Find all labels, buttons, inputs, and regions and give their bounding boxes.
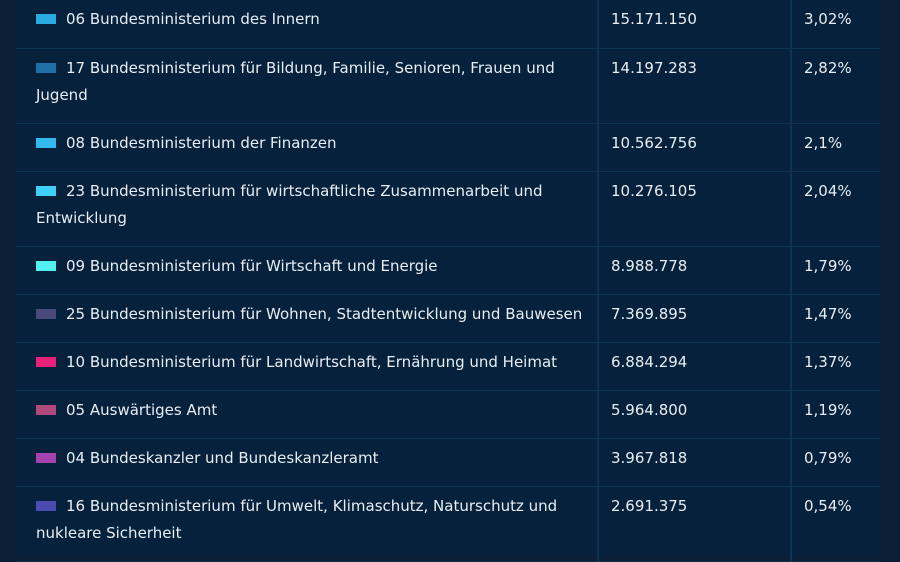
amount-cell: 10.276.105 bbox=[598, 171, 792, 247]
ministry-name: 04 Bundeskanzler und Bundeskanzleramt bbox=[66, 448, 379, 467]
ministry-name: 06 Bundesministerium des Innern bbox=[66, 10, 320, 28]
budget-table-container: 06 Bundesministerium des Innern 15.171.15… bbox=[16, 0, 880, 562]
legend-swatch bbox=[36, 500, 56, 511]
legend-swatch bbox=[36, 404, 56, 415]
table-row: 17 Bundesministerium für Bildung, Famili… bbox=[16, 48, 880, 124]
amount-cell: 7.369.895 bbox=[598, 294, 792, 343]
ministry-name: 08 Bundesministerium der Finanzen bbox=[66, 133, 337, 152]
ministry-name: 10 Bundesministerium für Landwirtschaft,… bbox=[66, 352, 558, 371]
share-cell: 2,04% bbox=[791, 171, 880, 247]
ministry-name: 17 Bundesministerium für Bildung, Famili… bbox=[36, 58, 555, 104]
table-row: 23 Bundesministerium für wirtschaftliche… bbox=[16, 171, 880, 247]
budget-table-body: 06 Bundesministerium des Innern 15.171.15… bbox=[16, 0, 880, 562]
share-cell: 1,79% bbox=[791, 246, 880, 295]
share-cell: 0,79% bbox=[791, 438, 880, 487]
ministry-name: 16 Bundesministerium für Umwelt, Klimasc… bbox=[36, 496, 558, 542]
ministry-cell: 10 Bundesministerium für Landwirtschaft,… bbox=[16, 342, 599, 391]
legend-swatch bbox=[36, 14, 56, 24]
table-row: 16 Bundesministerium für Umwelt, Klimasc… bbox=[16, 486, 880, 562]
ministry-name: 05 Auswärtiges Amt bbox=[66, 400, 218, 419]
ministry-name: 23 Bundesministerium für wirtschaftliche… bbox=[36, 181, 543, 227]
ministry-cell: 25 Bundesministerium für Wohnen, Stadten… bbox=[16, 294, 599, 343]
budget-table: 06 Bundesministerium des Innern 15.171.15… bbox=[16, 0, 880, 562]
legend-swatch bbox=[36, 308, 56, 319]
ministry-cell: 16 Bundesministerium für Umwelt, Klimasc… bbox=[16, 486, 599, 562]
share-cell: 3,02% bbox=[791, 0, 880, 49]
table-row: 06 Bundesministerium des Innern 15.171.15… bbox=[16, 0, 880, 49]
ministry-cell: 17 Bundesministerium für Bildung, Famili… bbox=[16, 48, 599, 124]
amount-cell: 15.171.150 bbox=[598, 0, 792, 49]
table-row: 10 Bundesministerium für Landwirtschaft,… bbox=[16, 342, 880, 391]
amount-cell: 10.562.756 bbox=[598, 123, 792, 172]
share-cell: 1,47% bbox=[791, 294, 880, 343]
share-cell: 1,19% bbox=[791, 390, 880, 439]
ministry-cell: 08 Bundesministerium der Finanzen bbox=[16, 123, 599, 172]
legend-swatch bbox=[36, 356, 56, 367]
table-row: 08 Bundesministerium der Finanzen 10.562.… bbox=[16, 123, 880, 172]
amount-cell: 8.988.778 bbox=[598, 246, 792, 295]
table-row: 25 Bundesministerium für Wohnen, Stadten… bbox=[16, 294, 880, 343]
amount-cell: 3.967.818 bbox=[598, 438, 792, 487]
amount-cell: 14.197.283 bbox=[598, 48, 792, 124]
ministry-cell: 23 Bundesministerium für wirtschaftliche… bbox=[16, 171, 599, 247]
table-row: 09 Bundesministerium für Wirtschaft und … bbox=[16, 246, 880, 295]
amount-cell: 2.691.375 bbox=[598, 486, 792, 562]
table-row: 05 Auswärtiges Amt 5.964.800 1,19% bbox=[16, 390, 880, 439]
ministry-name: 09 Bundesministerium für Wirtschaft und … bbox=[66, 256, 438, 275]
amount-cell: 5.964.800 bbox=[598, 390, 792, 439]
legend-swatch bbox=[36, 137, 56, 148]
ministry-cell: 06 Bundesministerium des Innern bbox=[16, 0, 599, 49]
share-cell: 2,1% bbox=[791, 123, 880, 172]
legend-swatch bbox=[36, 452, 56, 463]
ministry-name: 25 Bundesministerium für Wohnen, Stadten… bbox=[66, 304, 583, 323]
share-cell: 0,54% bbox=[791, 486, 880, 562]
amount-cell: 6.884.294 bbox=[598, 342, 792, 391]
legend-swatch bbox=[36, 185, 56, 196]
table-row: 04 Bundeskanzler und Bundeskanzleramt 3.9… bbox=[16, 438, 880, 487]
ministry-cell: 05 Auswärtiges Amt bbox=[16, 390, 599, 439]
legend-swatch bbox=[36, 260, 56, 271]
ministry-cell: 04 Bundeskanzler und Bundeskanzleramt bbox=[16, 438, 599, 487]
legend-swatch bbox=[36, 62, 56, 73]
share-cell: 1,37% bbox=[791, 342, 880, 391]
share-cell: 2,82% bbox=[791, 48, 880, 124]
ministry-cell: 09 Bundesministerium für Wirtschaft und … bbox=[16, 246, 599, 295]
